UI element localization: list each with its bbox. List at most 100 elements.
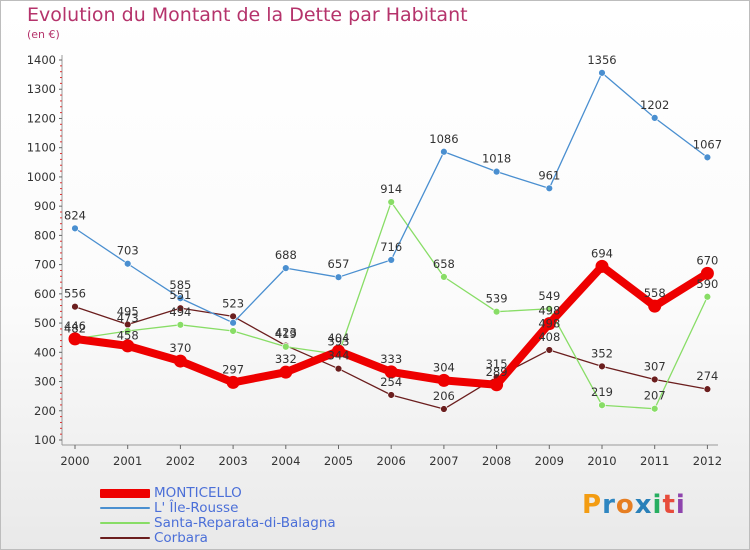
- data-label: 207: [644, 389, 666, 403]
- data-point: [650, 375, 659, 384]
- data-point: [229, 312, 237, 321]
- legend-item-corbara: Corbara: [100, 530, 430, 546]
- data-point: [492, 307, 501, 316]
- y-tick-label: 1200: [27, 111, 56, 125]
- data-label: 961: [538, 168, 560, 182]
- data-point: [542, 317, 556, 331]
- data-label: 694: [591, 246, 613, 260]
- data-label: 219: [591, 385, 613, 399]
- data-label: 914: [380, 182, 402, 196]
- data-label: 1067: [693, 137, 722, 151]
- data-label: 482: [64, 321, 86, 335]
- data-point: [700, 266, 714, 280]
- x-tick-label: 2000: [60, 454, 89, 468]
- y-tick-label: 500: [34, 316, 56, 330]
- data-label: 1356: [587, 53, 616, 67]
- data-label: 254: [380, 375, 402, 389]
- data-label: 307: [644, 359, 666, 373]
- data-label: 703: [117, 244, 139, 258]
- data-point: [440, 148, 448, 156]
- data-label: 297: [222, 362, 244, 376]
- x-tick-label: 2006: [377, 454, 406, 468]
- logo-letter: r: [602, 490, 616, 520]
- data-point: [545, 305, 553, 313]
- logo-letter: x: [634, 490, 653, 520]
- y-tick-label: 400: [34, 345, 56, 359]
- legend-swatch: [100, 489, 150, 498]
- y-tick-label: 200: [34, 404, 56, 418]
- x-tick-label: 2003: [218, 454, 247, 468]
- y-tick-label: 300: [34, 375, 56, 389]
- logo-letter: i: [652, 490, 663, 520]
- data-point: [387, 198, 395, 206]
- data-label: 556: [64, 287, 86, 301]
- legend-swatch: [100, 507, 150, 509]
- data-point: [332, 344, 345, 358]
- data-label: 333: [380, 352, 402, 366]
- legend: MONTICELLO L' Île-Rousse Santa-Reparata-…: [100, 485, 430, 546]
- data-point: [71, 224, 79, 233]
- data-label: 494: [169, 305, 191, 319]
- data-point: [334, 364, 343, 373]
- data-label: 370: [169, 341, 191, 355]
- y-tick-label: 1100: [27, 141, 56, 155]
- y-tick-label: 1000: [27, 170, 56, 184]
- data-label: 523: [222, 296, 244, 310]
- data-point: [703, 153, 712, 162]
- proxiti-logo: Proxiti: [582, 490, 686, 520]
- logo-letter: i: [675, 490, 686, 520]
- y-tick-label: 600: [34, 287, 56, 301]
- data-label: 408: [538, 330, 560, 344]
- x-tick-label: 2005: [324, 454, 353, 468]
- legend-item-ile-rousse: L' Île-Rousse: [100, 500, 430, 516]
- data-point: [176, 321, 185, 329]
- y-tick-label: 800: [34, 228, 56, 242]
- data-label: 590: [696, 277, 718, 291]
- legend-label: Corbara: [154, 530, 208, 546]
- data-label: 419: [275, 327, 297, 341]
- legend-item-santa-reparata: Santa-Reparata-di-Balagna: [100, 515, 430, 531]
- data-point: [334, 273, 343, 281]
- logo-letter: P: [582, 490, 603, 520]
- chart-axes: 100 200 300 400 500 600 700 800 900 1000 1100 1200 1…: [27, 53, 722, 468]
- data-label: 352: [591, 346, 613, 360]
- data-label: 274: [696, 369, 718, 383]
- data-point: [598, 69, 606, 77]
- data-label: 446: [64, 319, 86, 333]
- data-point: [229, 319, 237, 327]
- data-labels: 446 370 297 332 404 333 304 289 498 694 558 670 824 7…: [64, 53, 722, 403]
- data-label: 1018: [482, 152, 511, 166]
- data-label: 539: [486, 292, 508, 306]
- data-point: [545, 346, 553, 354]
- data-point: [173, 354, 187, 368]
- legend-swatch: [100, 537, 150, 539]
- x-tick-label: 2007: [429, 454, 458, 468]
- x-tick-label: 2012: [693, 454, 722, 468]
- data-point: [598, 401, 606, 409]
- data-point: [703, 293, 712, 301]
- data-point: [279, 365, 293, 379]
- logo-letter: o: [615, 490, 635, 520]
- data-label: 304: [433, 360, 455, 374]
- data-point: [176, 304, 185, 312]
- y-tick-label: 700: [34, 258, 56, 272]
- data-point: [545, 184, 553, 193]
- chart-title: Evolution du Montant de la Dette par Hab…: [27, 4, 468, 26]
- data-point: [282, 264, 290, 272]
- chart-series: [68, 69, 714, 413]
- data-point: [595, 259, 609, 273]
- y-tick-label: 100: [34, 433, 56, 447]
- data-point: [387, 256, 395, 264]
- legend-swatch: [100, 522, 150, 524]
- legend-label: MONTICELLO: [154, 485, 242, 501]
- y-tick-label: 1300: [27, 82, 56, 96]
- data-label: 1202: [640, 98, 669, 112]
- data-point: [176, 294, 185, 302]
- x-tick-label: 2001: [113, 454, 142, 468]
- data-label: 1086: [429, 132, 458, 146]
- data-label: 658: [433, 257, 455, 271]
- data-point: [229, 327, 237, 335]
- data-label: 458: [117, 328, 139, 342]
- data-point: [384, 365, 398, 379]
